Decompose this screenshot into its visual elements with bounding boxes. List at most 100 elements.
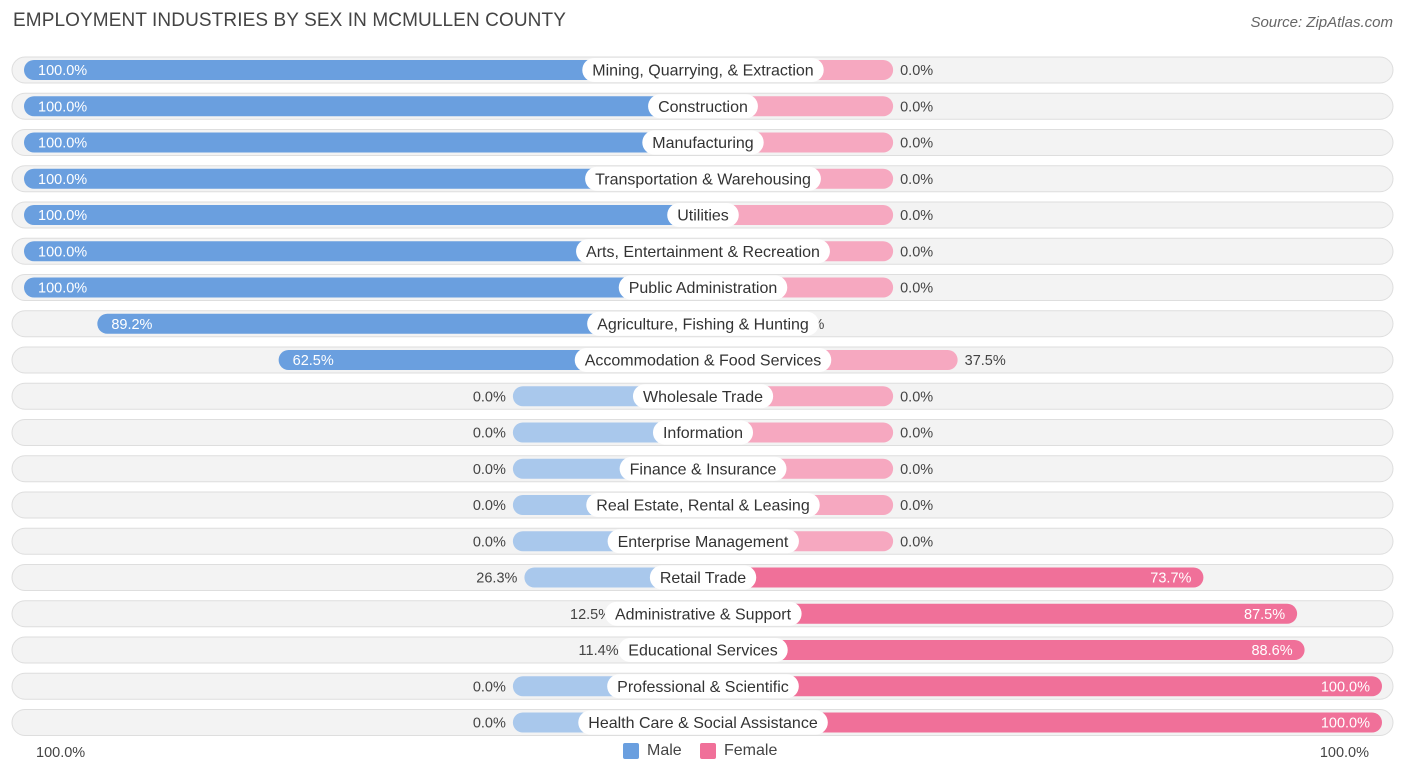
value-label-female: 0.0%: [900, 281, 933, 297]
value-label-male: 0.0%: [473, 498, 506, 514]
category-label: Accommodation & Food Services: [574, 348, 832, 372]
category-label: Manufacturing: [642, 130, 764, 155]
legend-label-male: Male: [647, 742, 682, 759]
value-label-male: 11.4%: [579, 643, 619, 659]
category-label: Finance & Insurance: [619, 456, 787, 481]
value-label-male: 0.0%: [473, 716, 506, 732]
value-label-male: 0.0%: [473, 389, 506, 405]
value-label-female: 100.0%: [1321, 716, 1370, 732]
value-label-male: 0.0%: [473, 679, 506, 695]
category-label-text: Health Care & Social Assistance: [588, 715, 818, 732]
value-label-male: 12.5%: [570, 607, 611, 623]
axis-min-label: 100.0%: [36, 745, 86, 761]
category-label: Health Care & Social Assistance: [578, 710, 828, 735]
category-pill: [642, 130, 764, 155]
category-pill: [607, 529, 799, 554]
category-label-text: Professional & Scientific: [617, 679, 789, 696]
value-label-male: 100.0%: [38, 281, 87, 297]
value-label-female: 0.0%: [900, 208, 933, 224]
category-label-text: Arts, Entertainment & Recreation: [586, 244, 820, 261]
bar-male: [24, 132, 703, 153]
category-label: Arts, Entertainment & Recreation: [576, 239, 830, 264]
bar-male: [24, 277, 703, 298]
value-label-female: 0.0%: [900, 172, 933, 188]
category-pill: [648, 94, 758, 119]
value-label-male: 0.0%: [473, 426, 506, 442]
value-label-male: 100.0%: [38, 244, 87, 260]
category-label-text: Finance & Insurance: [630, 461, 777, 478]
category-label: Construction: [648, 94, 758, 119]
category-label-text: Educational Services: [628, 643, 777, 660]
bar-male: [24, 241, 703, 262]
category-pill: [667, 203, 739, 227]
category-label: Public Administration: [618, 275, 788, 300]
value-label-female: 0.0%: [900, 426, 933, 442]
bar-female: [703, 640, 1305, 660]
legend-item-male: Male: [623, 742, 682, 760]
bar-male: [24, 205, 703, 225]
value-label-female: 0.0%: [900, 534, 933, 550]
category-label-text: Wholesale Trade: [643, 389, 763, 406]
category-pill: [607, 674, 799, 699]
category-label: Information: [652, 420, 754, 445]
category-pill: [586, 493, 820, 517]
value-label-male: 0.0%: [473, 462, 506, 478]
value-label-male: 0.0%: [473, 534, 506, 550]
category-pill: [574, 348, 832, 372]
value-label-female: 87.5%: [1244, 607, 1285, 623]
category-label: Administrative & Support: [604, 601, 802, 626]
bar-female: [703, 603, 1298, 624]
value-label-male: 100.0%: [38, 63, 87, 79]
bar-female: [703, 205, 894, 225]
chart-plot: 100.0% 0.0% Mining, Quarrying, & Extractio…: [11, 56, 1394, 736]
bar-female: [703, 567, 1204, 588]
category-pill: [652, 420, 754, 445]
category-pill: [604, 601, 802, 626]
category-label: Professional & Scientific: [607, 674, 799, 699]
category-pill: [618, 275, 788, 300]
bar-male: [24, 60, 703, 80]
value-label-male: 100.0%: [38, 99, 87, 115]
value-label-male: 62.5%: [293, 353, 334, 369]
legend-swatch-female: [700, 743, 716, 759]
category-pill: [585, 166, 821, 191]
value-label-female: 100.0%: [1321, 679, 1370, 695]
category-label-text: Accommodation & Food Services: [585, 353, 822, 370]
value-label-male: 26.3%: [476, 571, 517, 587]
category-pill: [582, 58, 824, 82]
chart-title: EMPLOYMENT INDUSTRIES BY SEX IN MCMULLEN…: [13, 10, 566, 31]
category-label-text: Utilities: [677, 208, 729, 225]
category-label-text: Construction: [658, 99, 748, 116]
value-label-female: 0.0%: [900, 99, 933, 115]
category-label: Enterprise Management: [607, 529, 799, 554]
category-label-text: Retail Trade: [660, 570, 746, 587]
category-label-text: Transportation & Warehousing: [595, 171, 811, 188]
value-label-male: 89.2%: [111, 317, 152, 333]
value-label-female: 73.7%: [1150, 571, 1191, 587]
category-label: Real Estate, Rental & Leasing: [586, 493, 820, 517]
value-label-male: 100.0%: [38, 208, 87, 224]
value-label-female: 0.0%: [900, 244, 933, 260]
value-label-male: 100.0%: [38, 172, 87, 188]
value-label-female: 37.5%: [965, 353, 1006, 369]
category-label-text: Real Estate, Rental & Leasing: [596, 498, 809, 515]
category-pill: [619, 456, 787, 481]
category-label-text: Public Administration: [629, 280, 778, 297]
legend-label-female: Female: [724, 742, 778, 759]
value-label-female: 88.6%: [1251, 643, 1292, 659]
axis-max-label: 100.0%: [1319, 745, 1369, 761]
value-label-female: 0.0%: [900, 389, 933, 405]
category-pill: [587, 311, 819, 336]
category-pill: [576, 239, 830, 264]
value-label-female: 0.0%: [900, 498, 933, 514]
category-label: Transportation & Warehousing: [585, 166, 821, 191]
value-label-male: 100.0%: [38, 136, 87, 152]
value-label-female: 0.0%: [900, 63, 933, 79]
category-label: Educational Services: [618, 638, 788, 662]
category-pill: [632, 384, 774, 409]
legend-item-female: Female: [700, 742, 777, 760]
bar-female: [703, 712, 1382, 733]
category-label-text: Administrative & Support: [615, 606, 792, 623]
category-label-text: Agriculture, Fishing & Hunting: [597, 316, 809, 333]
chart-source: Source: ZipAtlas.com: [1250, 14, 1393, 31]
